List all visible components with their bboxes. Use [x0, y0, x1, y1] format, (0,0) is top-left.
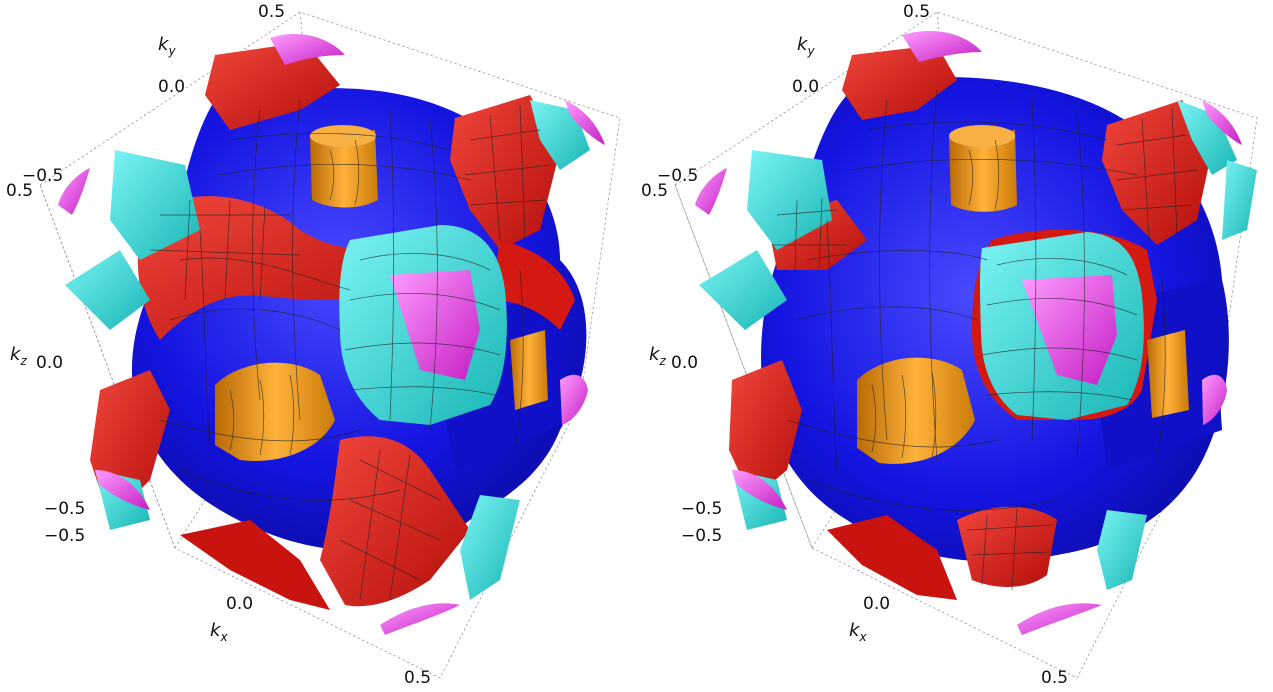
red-surface: [90, 42, 575, 610]
kx-axis-label: kx: [849, 620, 867, 644]
ky-tick-max: 0.5: [258, 2, 285, 22]
ky-tick-min: −0.5: [657, 166, 698, 186]
fermi-surface-plot-right: 0.5 0.0 −0.5 0.5 0.0 −0.5 −0.5 0.0 0.5 k…: [637, 0, 1273, 692]
magenta-surface: [58, 34, 605, 635]
ky-tick-max: 0.5: [903, 2, 930, 22]
fermi-surface-plot-left: 0.5 0.0 −0.5 0.5 0.0 −0.5 −0.5 0.0 0.5 k…: [0, 0, 636, 692]
kx-tick-min: −0.5: [681, 526, 722, 546]
ky-axis-label: ky: [797, 34, 815, 58]
tick-labels: 0.5 0.0 −0.5 0.5 0.0 −0.5 −0.5 0.0 0.5: [641, 2, 1068, 688]
kz-axis-label: kz: [649, 344, 666, 368]
kx-tick-zero: 0.0: [226, 594, 253, 614]
plot-canvas-left: 0.5 0.0 −0.5 0.5 0.0 −0.5 −0.5 0.0 0.5 k…: [6, 2, 621, 688]
tick-labels: 0.5 0.0 −0.5 0.5 0.0 −0.5 −0.5 0.0 0.5: [6, 2, 431, 688]
ky-tick-zero: 0.0: [158, 77, 185, 97]
kz-tick-min: −0.5: [681, 499, 722, 519]
kx-axis-label: kx: [210, 620, 228, 644]
ky-tick-min: −0.5: [22, 166, 63, 186]
kx-tick-zero: 0.0: [863, 594, 890, 614]
kz-tick-zero: 0.0: [36, 353, 63, 373]
kz-tick-max: 0.5: [6, 181, 33, 201]
ky-tick-zero: 0.0: [792, 77, 819, 97]
kx-tick-max: 0.5: [404, 668, 431, 688]
kz-axis-label: kz: [10, 344, 27, 368]
kx-tick-min: −0.5: [44, 526, 85, 546]
plot-canvas-right: 0.5 0.0 −0.5 0.5 0.0 −0.5 −0.5 0.0 0.5 k…: [641, 2, 1258, 688]
axis-labels: ky kz kx: [649, 34, 867, 644]
kx-tick-max: 0.5: [1041, 668, 1068, 688]
surface-mesh: [772, 89, 1198, 591]
kz-tick-zero: 0.0: [671, 353, 698, 373]
ky-axis-label: ky: [158, 34, 176, 58]
orange-tube: [215, 125, 548, 461]
surface-mesh: [149, 99, 551, 601]
axis-labels: ky kz kx: [10, 34, 228, 644]
kz-tick-min: −0.5: [44, 499, 85, 519]
kz-tick-max: 0.5: [641, 181, 668, 201]
